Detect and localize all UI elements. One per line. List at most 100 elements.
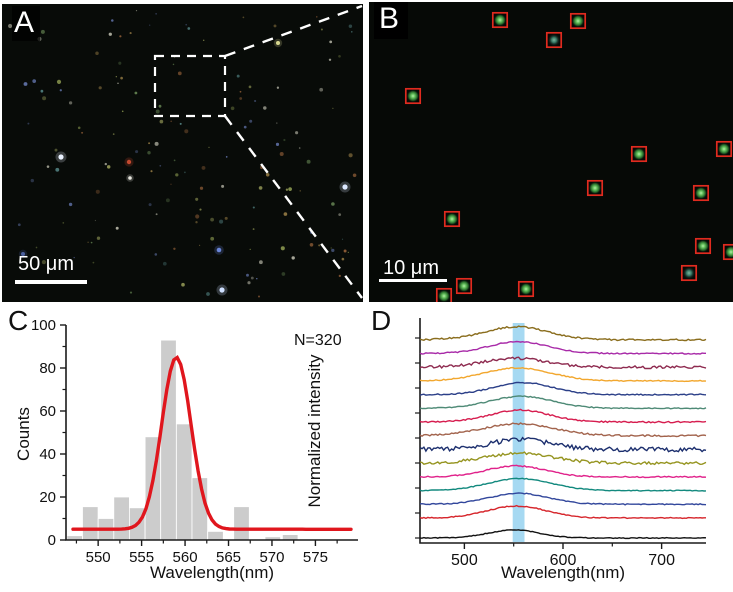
particle-dot	[247, 281, 251, 285]
bright-dot	[128, 176, 132, 180]
x-tick-label: 560	[173, 549, 198, 566]
particle-dot	[276, 86, 280, 89]
particle-dot	[206, 292, 210, 296]
particle-dot	[149, 24, 151, 26]
particle-dot	[239, 90, 242, 93]
y-tick-label: 80	[39, 360, 56, 377]
particle-dot	[199, 186, 204, 190]
particle-dot	[338, 274, 341, 278]
particle-dot	[181, 282, 185, 287]
particle-dot	[155, 213, 158, 216]
y-tick-label: 100	[31, 317, 56, 334]
nanoparticle-dot	[696, 239, 710, 253]
particle-dot	[208, 146, 210, 149]
detection-box	[443, 210, 461, 228]
particle-dot	[187, 27, 191, 30]
particle-dot	[348, 153, 353, 158]
particle-dot	[351, 31, 353, 33]
particle-dot	[239, 97, 243, 100]
bright-dot	[342, 184, 348, 190]
particle-dot	[162, 261, 167, 266]
scalebar-a-line	[15, 280, 87, 284]
particle-dot	[121, 110, 124, 113]
particle-dot	[273, 24, 277, 28]
particle-dot	[177, 71, 182, 76]
detection-box	[491, 11, 509, 29]
nanoparticle-dot	[694, 186, 708, 200]
particle-dot	[276, 122, 278, 124]
gaussian-fit-curve	[71, 354, 353, 531]
axes-d	[419, 318, 706, 544]
particle-dot	[281, 272, 286, 276]
particle-dot	[348, 24, 353, 29]
particle-dot	[173, 159, 176, 162]
particle-dot	[210, 236, 215, 241]
particle-dot	[115, 226, 119, 230]
particle-dot	[173, 247, 176, 251]
particle-dot	[257, 295, 261, 298]
nanoparticle-dot	[445, 212, 459, 226]
particle-dot	[184, 129, 189, 134]
particle-dot	[248, 85, 252, 89]
particle-dot	[115, 76, 117, 78]
particle-dot	[199, 208, 202, 211]
nanoparticle-dot	[437, 289, 451, 302]
spectrum-line-15	[419, 325, 707, 342]
particle-dot	[252, 206, 255, 209]
particle-dot	[73, 256, 75, 259]
spectrum-line-3	[419, 492, 707, 506]
spectrum-line-13	[419, 356, 707, 370]
particle-dot	[8, 23, 13, 29]
y-tick-label: 40	[39, 446, 56, 463]
x-tick-label: 700	[648, 552, 675, 569]
detection-box	[569, 12, 587, 30]
particle-dot	[306, 159, 311, 164]
particle-dot	[341, 238, 344, 240]
particle-dot	[332, 107, 334, 109]
particle-dot	[118, 61, 122, 65]
particle-dot	[210, 217, 214, 222]
bright-dot	[58, 154, 64, 160]
highlight-band	[512, 323, 525, 542]
particle-dot	[98, 86, 102, 90]
bright-dot	[126, 159, 132, 165]
particle-dot	[279, 152, 284, 156]
particle-dot	[17, 223, 21, 227]
particle-dot	[331, 202, 335, 206]
detection-box	[694, 237, 712, 255]
particle-dot	[40, 29, 45, 34]
particle-dot	[30, 178, 34, 183]
nanoparticle-dot	[717, 142, 731, 156]
panel-d-label: D	[371, 305, 392, 336]
histogram-bar	[207, 530, 224, 541]
particle-dot	[106, 165, 111, 169]
particle-dot	[295, 131, 299, 135]
particle-dot	[265, 173, 270, 177]
nanoparticle-dot	[682, 266, 696, 280]
particle-dot	[175, 173, 179, 177]
particle-dot	[202, 39, 205, 42]
particle-dot	[242, 16, 245, 19]
nanoparticle-dot	[406, 89, 420, 103]
histogram-chart: 550 555 560 565 570 575 0 20 40 60 80 100	[31, 317, 358, 566]
particle-dot	[81, 131, 84, 134]
particle-dot	[309, 243, 314, 247]
spectrum-line-12	[419, 366, 707, 383]
y-tick-label: 20	[39, 489, 56, 506]
y-tick-label: 0	[48, 532, 56, 549]
detection-box	[435, 287, 453, 302]
spectrum-line-7	[419, 436, 707, 453]
particle-dot	[23, 82, 28, 86]
detection-box	[722, 243, 733, 261]
particle-dot	[40, 89, 44, 93]
spectrum-line-10	[419, 395, 707, 410]
wavelength-axis-label-d: Wavelength(nm)	[500, 563, 626, 582]
wavelength-axis-label-c: Wavelength(nm)	[149, 563, 275, 582]
nanoparticle-dot	[493, 13, 507, 27]
particle-dot	[298, 147, 301, 149]
particle-dot	[224, 216, 228, 220]
particle-dot	[243, 125, 247, 129]
histogram-bar	[233, 506, 250, 541]
particle-dot	[236, 74, 240, 78]
particle-dot	[158, 104, 162, 108]
